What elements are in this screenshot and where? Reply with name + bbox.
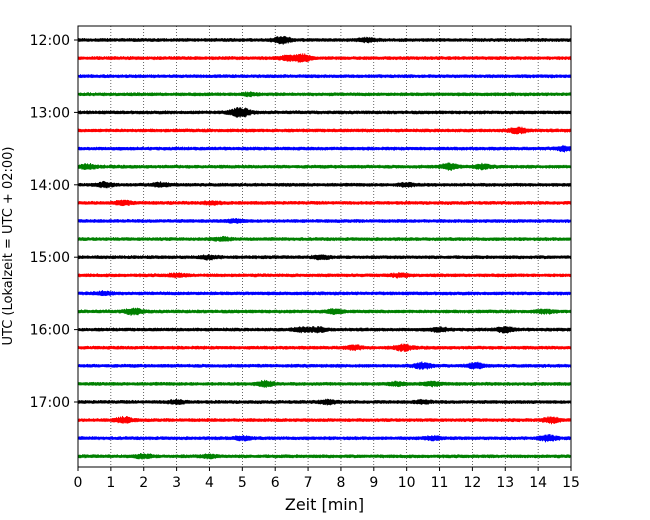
y-tick-label: 14:00 <box>30 178 70 194</box>
x-tick-label: 0 <box>74 475 83 491</box>
y-axis-ticks: 12:00 13:00 14:00 15:00 16:00 17:00 <box>30 33 78 411</box>
y-tick-label: 17:00 <box>30 395 70 411</box>
trace-line <box>77 126 572 135</box>
trace-line <box>77 254 572 261</box>
trace-line <box>77 290 572 297</box>
y-tick-label: 12:00 <box>30 33 70 49</box>
x-tick-label: 13 <box>496 475 514 491</box>
trace-line <box>77 379 572 388</box>
trace-line <box>77 434 572 443</box>
x-tick-label: 7 <box>304 475 313 491</box>
trace-line <box>77 307 572 316</box>
trace-line <box>77 398 572 406</box>
y-tick-label: 16:00 <box>30 323 70 339</box>
x-tick-label: 4 <box>205 475 214 491</box>
trace-line <box>77 235 572 242</box>
x-tick-label: 12 <box>463 475 481 491</box>
trace-line <box>77 453 572 460</box>
x-axis-label: Zeit [min] <box>285 495 364 514</box>
x-tick-label: 6 <box>271 475 280 491</box>
x-tick-label: 9 <box>369 475 378 491</box>
x-tick-label: 5 <box>238 475 247 491</box>
x-tick-label: 11 <box>431 475 449 491</box>
y-axis-label: UTC (Lokalzeit = UTC + 02:00) <box>1 147 16 346</box>
traces <box>77 35 572 460</box>
trace-line <box>77 271 572 279</box>
trace-line <box>77 35 572 45</box>
trace-line <box>77 162 572 171</box>
trace-line <box>77 74 572 79</box>
trace-line <box>77 218 572 224</box>
trace-line <box>77 144 572 153</box>
trace-line <box>77 91 572 98</box>
trace-line <box>77 415 572 425</box>
plot-frame <box>77 25 572 468</box>
x-tick-label: 3 <box>172 475 181 491</box>
trace-line <box>77 343 572 352</box>
y-tick-label: 13:00 <box>30 105 70 121</box>
trace-line <box>77 106 572 118</box>
trace-line <box>77 53 572 63</box>
x-tick-label: 10 <box>398 475 416 491</box>
x-tick-label: 14 <box>529 475 547 491</box>
y-tick-label: 15:00 <box>30 250 70 266</box>
x-tick-label: 8 <box>336 475 345 491</box>
trace-line <box>77 180 572 189</box>
x-tick-label: 15 <box>562 475 580 491</box>
x-axis-ticks: 0 1 2 3 4 5 6 7 8 9 10 11 12 13 14 15 <box>74 467 580 491</box>
trace-line <box>77 199 572 207</box>
x-tick-label: 1 <box>106 475 115 491</box>
x-tick-label: 2 <box>139 475 148 491</box>
trace-line <box>77 325 572 334</box>
trace-line <box>77 361 572 370</box>
